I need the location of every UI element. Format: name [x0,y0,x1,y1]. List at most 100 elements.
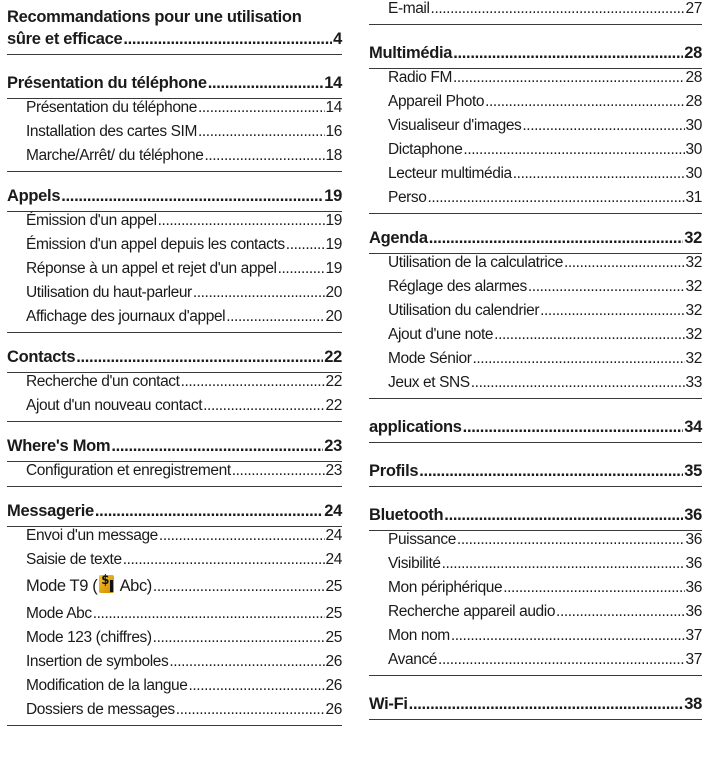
entry-label-after: Abc) [116,577,153,595]
section-title: Appels [7,187,61,205]
toc-section-bluetooth[interactable]: Bluetooth 36 Puissance 36 Visibilité 36 Mon… [369,506,702,676]
toc-entry[interactable]: Visualiseur d'images 30 [388,117,702,141]
toc-entry[interactable]: Configuration et enregistrement 23 [26,462,342,486]
section-title-cont: sûre et efficace [7,30,123,48]
entry-label: Utilisation du calendrier [388,302,540,319]
toc-entry[interactable]: Affichage des journaux d'appel 20 [26,308,342,332]
toc-section-messagerie[interactable]: Messagerie 24 Envoi d'un message 24 Saisie… [7,502,342,726]
page-number: 34 [684,418,702,436]
toc-entry[interactable]: Utilisation du haut-parleur 20 [26,284,342,308]
toc-section-presentation[interactable]: Présentation du téléphone 14 Présentation… [7,74,342,172]
page-number: 24 [325,527,343,544]
toc-entry[interactable]: Puissance 36 [388,531,702,555]
toc-entry[interactable]: Marche/Arrêt/ du téléphone 18 [26,147,342,171]
page-number: 20 [325,308,343,325]
toc-entry[interactable]: E-mail 27 [388,0,702,24]
section-title: applications [369,418,462,436]
page-number: 24 [325,551,343,568]
entry-label: Dictaphone [388,141,463,158]
toc-section-contacts[interactable]: Contacts 22 Recherche d'un contact 22 Ajou… [7,348,342,422]
toc-entry[interactable]: Réponse à un appel et rejet d'un appel 19 [26,260,342,284]
page-number: 36 [685,555,703,572]
toc-entry[interactable]: Mon nom 37 [388,627,702,651]
entry-label: Recherche d'un contact [26,373,180,390]
toc-entry[interactable]: Avancé 37 [388,651,702,675]
page-number: 23 [325,462,343,479]
page-number: 37 [685,651,703,668]
section-title: Agenda [369,229,428,247]
section-title: Profils [369,462,419,480]
toc-entry-t9[interactable]: Mode T9 ( Abc) 25 [26,573,342,605]
section-title: Bluetooth [369,506,444,524]
toc-entry[interactable]: Modification de la langue 26 [26,677,342,701]
toc-section-wifi[interactable]: Wi-Fi 38 [369,695,702,720]
toc-column-right: E-mail 27 Multimédia 28 Radio FM 28 Apparei… [369,0,702,720]
entry-label: Recherche appareil audio [388,603,556,620]
entry-label: Ajout d'une note [388,326,494,343]
page-number: 35 [684,462,702,480]
toc-entry[interactable]: Émission d'un appel 19 [26,212,342,236]
toc-section-profils[interactable]: Profils 35 [369,462,702,487]
entry-label: Utilisation de la calculatrice [388,254,563,271]
toc-entry[interactable]: Visibilité 36 [388,555,702,579]
entry-label: Émission d'un appel depuis les contacts [26,236,285,253]
toc-entry[interactable]: Émission d'un appel depuis les contacts 1… [26,236,342,260]
toc-section-appels[interactable]: Appels 19 Émission d'un appel 19 Émission … [7,187,342,333]
toc-entry[interactable]: Mode 123 (chiffres) 25 [26,629,342,653]
page-number: 14 [325,99,343,116]
entry-label: Envoi d'un message [26,527,158,544]
entry-label: Mon périphérique [388,579,503,596]
section-title: Présentation du téléphone [7,74,207,92]
entry-label: Utilisation du haut-parleur [26,284,192,301]
toc-entry[interactable]: Ajout d'un nouveau contact 22 [26,397,342,421]
entry-label: Modification de la langue [26,677,188,694]
toc-entry[interactable]: Insertion de symboles 26 [26,653,342,677]
entry-label: Configuration et enregistrement [26,462,231,479]
toc-entry[interactable]: Installation des cartes SIM 16 [26,123,342,147]
toc-section-applications[interactable]: applications 34 [369,418,702,443]
toc-entry[interactable]: Présentation du téléphone 14 [26,99,342,123]
entry-label: Appareil Photo [388,93,485,110]
toc-column-left: Recommandations pour une utilisation sûr… [7,0,342,726]
toc-entry[interactable]: Recherche appareil audio 36 [388,603,702,627]
toc-entry[interactable]: Saisie de texte 24 [26,551,342,575]
toc-entry[interactable]: Radio FM 28 [388,69,702,93]
toc-entry[interactable]: Envoi d'un message 24 [26,527,342,551]
toc-entry[interactable]: Ajout d'une note 32 [388,326,702,350]
page-number: 20 [325,284,343,301]
toc-section-multimedia[interactable]: Multimédia 28 Radio FM 28 Appareil Photo 28… [369,44,702,214]
entry-label: Mon nom [388,627,450,644]
toc-section-recommandations[interactable]: Recommandations pour une utilisation sûr… [7,8,342,55]
toc-entry[interactable]: Utilisation du calendrier 32 [388,302,702,326]
toc-entry[interactable]: Mode Abc 25 [26,605,342,629]
page-number: 32 [685,278,703,295]
page-number: 22 [325,373,343,390]
toc-entry[interactable]: Appareil Photo 28 [388,93,702,117]
entry-label: Radio FM [388,69,452,86]
toc-entry[interactable]: Dossiers de messages 26 [26,701,342,725]
toc-entry[interactable]: Dictaphone 30 [388,141,702,165]
entry-label: Marche/Arrêt/ du téléphone [26,147,204,164]
page-number: 28 [684,44,702,62]
entry-label: Ajout d'un nouveau contact [26,397,203,414]
page-number: 36 [685,603,703,620]
toc-entry[interactable]: Perso 31 [388,189,702,213]
toc-section-email-cont[interactable]: E-mail 27 [369,0,702,25]
toc-section-agenda[interactable]: Agenda 32 Utilisation de la calculatrice 3… [369,229,702,399]
toc-entry[interactable]: Lecteur multimédia 30 [388,165,702,189]
toc-entry[interactable]: Réglage des alarmes 32 [388,278,702,302]
toc-entry[interactable]: Recherche d'un contact 22 [26,373,342,397]
entry-label: Visibilité [388,555,441,572]
section-title: Multimédia [369,44,453,62]
toc-entry[interactable]: Utilisation de la calculatrice 32 [388,254,702,278]
toc-entry[interactable]: Mode Sénior 32 [388,350,702,374]
page-number: 37 [685,627,703,644]
page-number: 23 [324,437,342,455]
page-number: 26 [325,701,343,718]
page-number: 18 [325,147,343,164]
toc-section-wheres-mom[interactable]: Where's Mom 23 Configuration et enregistr… [7,437,342,487]
toc-entry[interactable]: Mon périphérique 36 [388,579,702,603]
entry-label: Réglage des alarmes [388,278,527,295]
page-number: 32 [685,350,703,367]
toc-entry[interactable]: Jeux et SNS 33 [388,374,702,398]
